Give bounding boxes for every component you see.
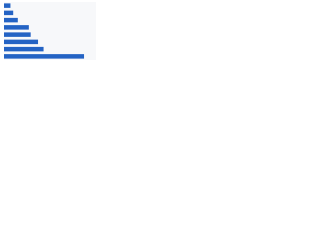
bar	[4, 54, 85, 59]
bar	[4, 46, 44, 52]
bar	[4, 32, 31, 37]
bar	[4, 25, 29, 30]
page: {"chart_data": {"type": "bar", "orientat…	[0, 0, 100, 71]
bar	[4, 17, 18, 23]
bar	[4, 3, 11, 8]
bar	[4, 39, 39, 45]
chart	[4, 2, 96, 60]
bar	[4, 10, 14, 16]
